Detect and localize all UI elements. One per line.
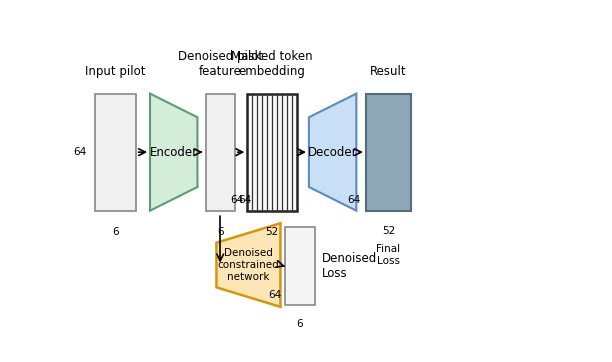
- Text: 52: 52: [266, 227, 279, 237]
- Text: 64: 64: [239, 195, 252, 205]
- Text: Final
Loss: Final Loss: [376, 244, 400, 266]
- Bar: [285, 227, 315, 306]
- Polygon shape: [309, 94, 356, 211]
- Text: 64: 64: [347, 195, 360, 205]
- Text: 52: 52: [382, 226, 395, 236]
- Text: Decoder: Decoder: [308, 146, 357, 159]
- Text: Denoised
constrained
network: Denoised constrained network: [217, 248, 279, 282]
- Text: Encoder: Encoder: [150, 146, 198, 159]
- Text: 6: 6: [297, 319, 303, 329]
- Bar: [366, 94, 411, 211]
- Bar: [95, 94, 136, 211]
- Text: Denoised
Loss: Denoised Loss: [322, 252, 377, 281]
- Bar: [206, 94, 235, 211]
- Text: 64: 64: [73, 147, 87, 157]
- Polygon shape: [150, 94, 198, 211]
- Text: 64: 64: [268, 290, 282, 300]
- Text: 6: 6: [217, 227, 223, 237]
- Text: 6: 6: [113, 227, 119, 237]
- Text: Denoised pilot
feature: Denoised pilot feature: [177, 50, 263, 78]
- Bar: [247, 94, 297, 211]
- Text: Result: Result: [370, 65, 406, 78]
- Polygon shape: [217, 223, 280, 307]
- Text: Input pilot: Input pilot: [86, 65, 146, 78]
- Text: 64: 64: [230, 195, 244, 205]
- Text: Masked token
embedding: Masked token embedding: [231, 50, 313, 78]
